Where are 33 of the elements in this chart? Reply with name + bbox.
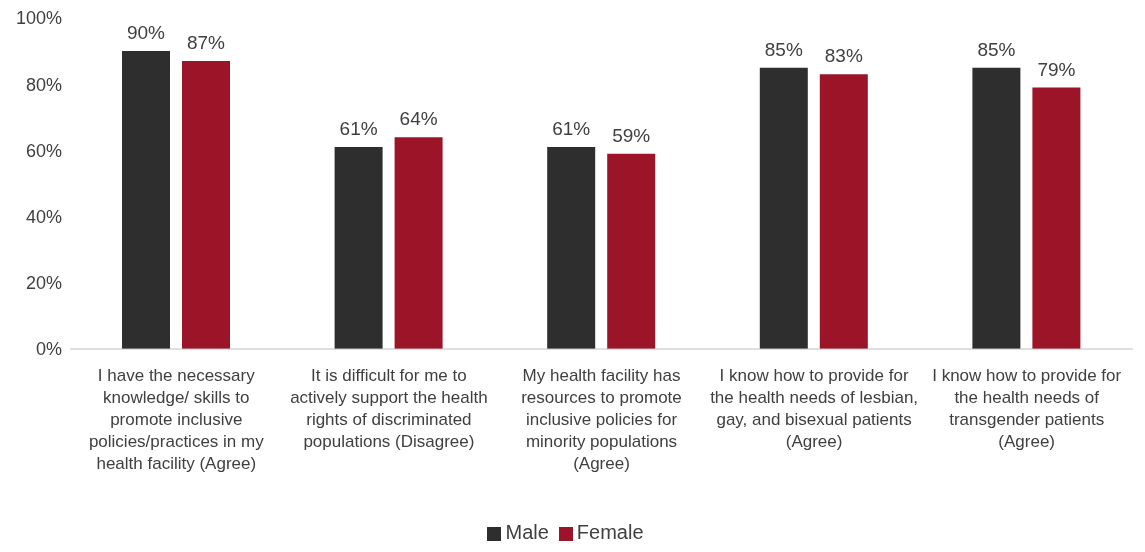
bar xyxy=(972,67,1021,349)
bar xyxy=(334,147,383,349)
bar xyxy=(607,153,656,349)
bar xyxy=(122,51,170,349)
data-label: 85% xyxy=(764,38,803,60)
x-tick-label: I have the necessary knowledge/ skills to promote inclusive policies/practices in my health facility (Agree) xyxy=(88,366,265,473)
x-tick-label: I know how to provide for the health needs of transgender patients (Agree) xyxy=(932,366,1122,451)
legend-label: Female xyxy=(576,521,644,543)
x-tick-label: I know how to provide for the health needs of lesbian, gay, and bisexual patients (Agree) xyxy=(710,366,919,451)
data-label: 85% xyxy=(977,38,1016,60)
bar xyxy=(819,74,868,349)
y-tick-label: 60% xyxy=(25,140,62,161)
x-tick-label: It is difficult for me to actively support the health rights of discriminated populations (Disagree) xyxy=(290,366,488,451)
data-label: 83% xyxy=(824,45,863,67)
y-tick-label: 0% xyxy=(35,339,62,360)
data-label: 59% xyxy=(612,124,651,146)
data-label: 79% xyxy=(1037,58,1076,80)
y-tick-label: 80% xyxy=(25,74,62,95)
y-tick-label: 20% xyxy=(25,273,62,294)
data-label: 90% xyxy=(126,22,166,44)
data-label: 61% xyxy=(552,118,591,140)
legend-label: Male xyxy=(505,521,549,543)
data-label: 61% xyxy=(339,118,378,140)
bar xyxy=(1032,87,1081,349)
data-label: 87% xyxy=(186,32,226,54)
x-tick-label: My health facility has resources to promote inclusive policies for minority populations (Agree) xyxy=(521,366,682,473)
bar xyxy=(394,137,443,349)
bar xyxy=(182,61,230,349)
data-label: 64% xyxy=(399,108,438,130)
bar xyxy=(547,147,596,349)
y-tick-label: 100% xyxy=(15,8,62,29)
y-tick-label: 40% xyxy=(25,206,62,227)
bar xyxy=(759,67,808,349)
